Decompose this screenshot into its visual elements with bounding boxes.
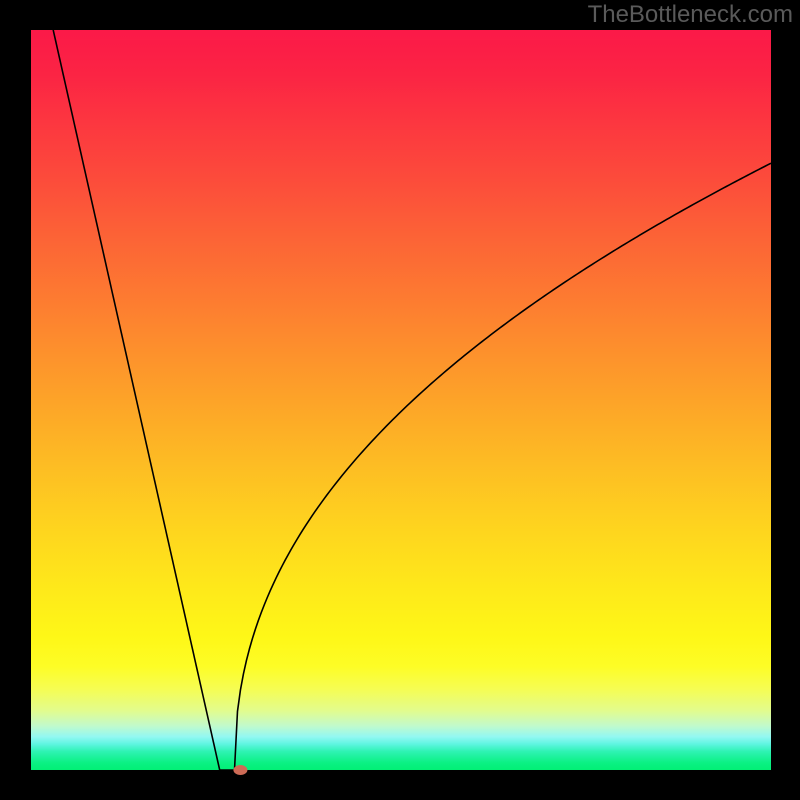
optimal-point-marker [233,765,247,775]
bottleneck-chart: TheBottleneck.com [0,0,800,800]
plot-gradient [31,30,771,770]
watermark-text: TheBottleneck.com [588,1,793,28]
